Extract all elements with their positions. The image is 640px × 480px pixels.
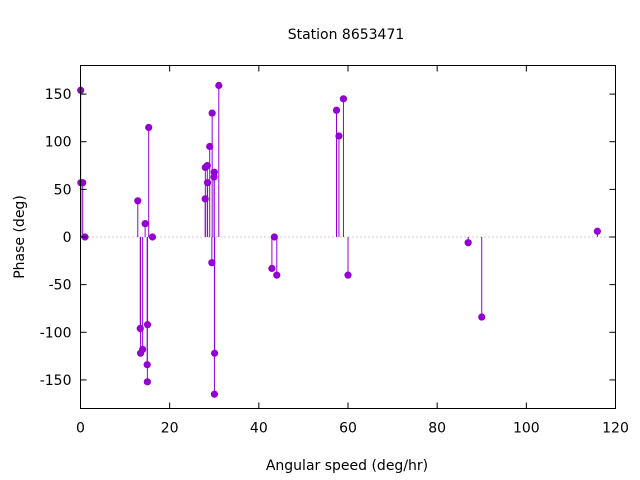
data-points [77,81,601,398]
y-tick-label: -50 [49,278,72,294]
x-tick-label: 60 [339,421,357,437]
data-point [141,220,149,228]
data-point [335,132,343,140]
data-point [208,109,216,117]
data-point [134,197,142,205]
x-tick-label: 0 [76,421,85,437]
data-point [201,195,209,203]
x-axis-label: Angular speed (deg/hr) [266,458,428,474]
x-tick-label: 100 [513,421,540,437]
y-tick-label: -150 [40,373,72,389]
x-axis-ticks: 0 20 40 60 80 100 120 [76,65,629,437]
y-tick-label: -100 [40,325,72,341]
x-tick-label: 20 [161,421,179,437]
data-point [215,81,223,90]
data-point [145,123,153,132]
data-point [211,349,219,357]
data-point [339,95,348,103]
data-point [143,361,151,369]
data-point [332,106,341,114]
x-tick-label: 120 [602,421,629,437]
data-point [208,259,216,267]
data-point [344,271,352,279]
data-point [464,239,472,247]
data-point [136,324,144,333]
impulse-lines [80,85,598,395]
data-point [268,264,276,273]
y-axis-ticks: -150 -100 -50 0 50 100 150 [40,87,616,389]
x-tick-label: 80 [428,421,446,437]
data-point [203,161,211,170]
data-point [270,233,278,241]
x-tick-label: 40 [250,421,268,437]
data-point [273,271,281,279]
data-point [593,227,601,235]
y-axis-label: Phase (deg) [12,195,28,279]
y-tick-label: 0 [63,230,72,246]
data-point [139,345,147,354]
data-point [210,168,218,176]
y-tick-label: 100 [45,135,72,151]
y-tick-label: 50 [54,182,72,198]
y-tick-label: 150 [45,87,72,103]
data-point [478,313,486,321]
data-point [143,378,151,386]
chart-title: Station 8653471 [288,27,405,43]
data-point [210,390,219,398]
data-point [206,142,214,151]
data-point [143,321,152,329]
data-point [203,179,212,187]
data-point [148,233,157,241]
